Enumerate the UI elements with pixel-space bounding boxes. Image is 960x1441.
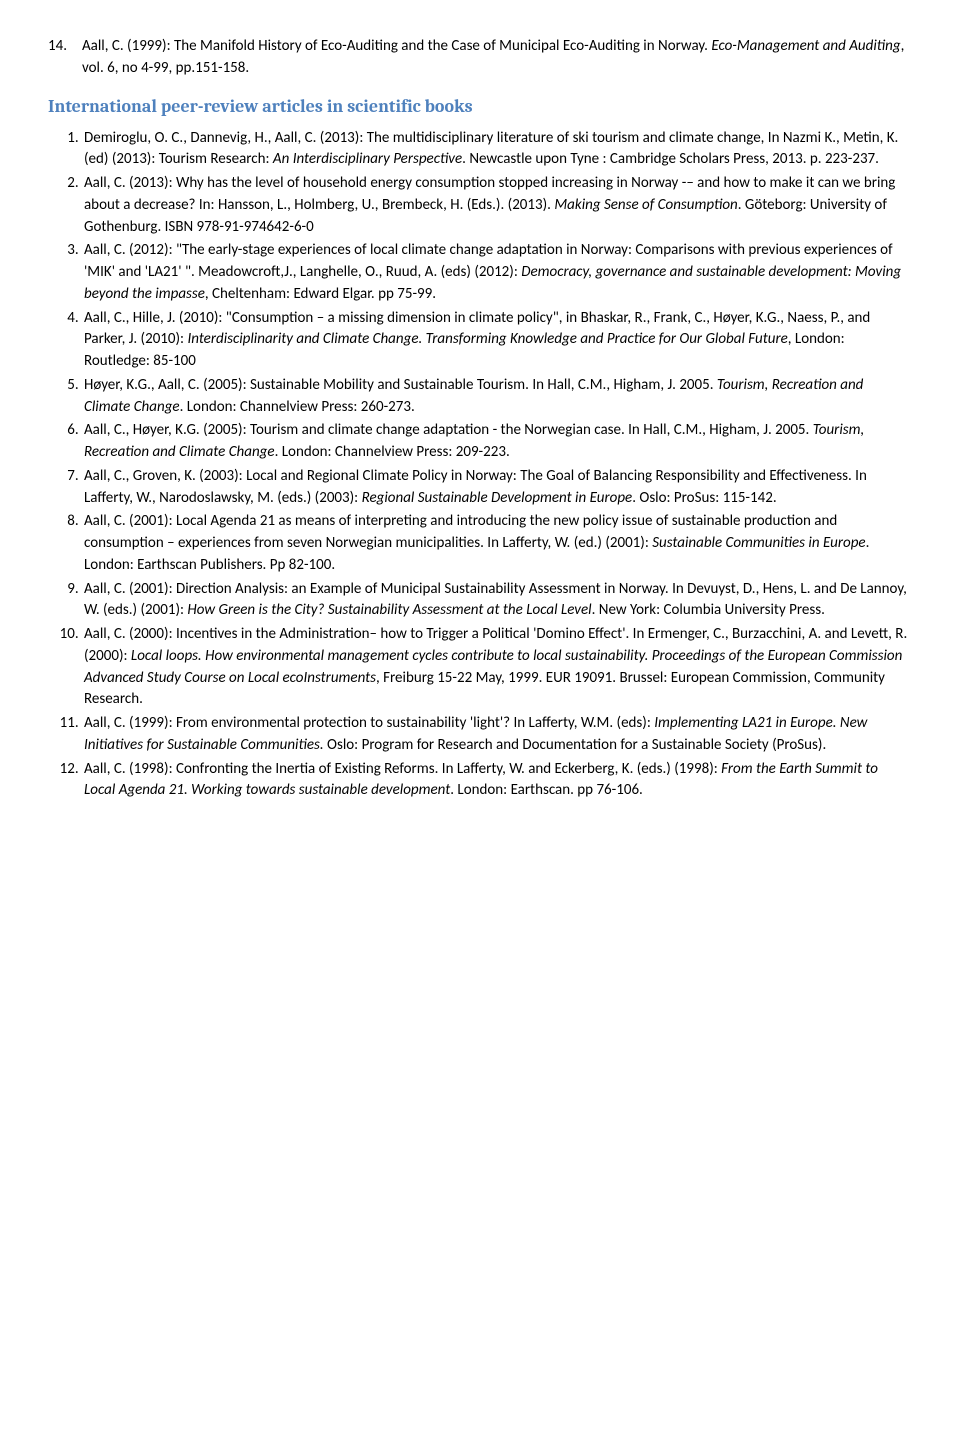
list-item: Aall, C., Groven, K. (2003): Local and R…: [82, 466, 912, 510]
list-item: Aall, C. (2000): Incentives in the Admin…: [82, 624, 912, 711]
reference-text: Aall, C. (1999): From environmental prot…: [84, 714, 867, 754]
reference-text: Aall, C. (2000): Incentives in the Admin…: [84, 625, 907, 708]
reference-text: Aall, C. (1999): The Manifold History of…: [82, 36, 912, 80]
list-item: Aall, C. (2013): Why has the level of ho…: [82, 173, 912, 238]
reference-text: Aall, C. (2001): Local Agenda 21 as mean…: [84, 512, 869, 574]
list-item: Demiroglu, O. C., Dannevig, H., Aall, C.…: [82, 128, 912, 172]
list-number: 14.: [48, 36, 82, 58]
list-item: Aall, C. (2001): Local Agenda 21 as mean…: [82, 511, 912, 576]
reference-text: Aall, C., Høyer, K.G. (2005): Tourism an…: [84, 421, 864, 461]
reference-text: Høyer, K.G., Aall, C. (2005): Sustainabl…: [84, 376, 863, 416]
reference-text: Aall, C. (2013): Why has the level of ho…: [84, 174, 895, 236]
list-item: Aall, C. (1999): From environmental prot…: [82, 713, 912, 757]
list-item: Høyer, K.G., Aall, C. (2005): Sustainabl…: [82, 375, 912, 419]
list-item: Aall, C., Hille, J. (2010): "Consumption…: [82, 308, 912, 373]
reference-text: Aall, C., Groven, K. (2003): Local and R…: [84, 467, 867, 507]
reference-text: Aall, C. (1998): Confronting the Inertia…: [84, 760, 878, 800]
reference-list: Demiroglu, O. C., Dannevig, H., Aall, C.…: [48, 128, 912, 803]
list-item: Aall, C. (1998): Confronting the Inertia…: [82, 759, 912, 803]
list-item: Aall, C., Høyer, K.G. (2005): Tourism an…: [82, 420, 912, 464]
reference-text: Aall, C. (2001): Direction Analysis: an …: [84, 580, 907, 620]
reference-text: Demiroglu, O. C., Dannevig, H., Aall, C.…: [84, 129, 898, 169]
reference-text: Aall, C., Hille, J. (2010): "Consumption…: [84, 309, 870, 371]
section-heading: International peer-review articles in sc…: [48, 94, 912, 120]
reference-text: Aall, C. (2012): "The early-stage experi…: [84, 241, 901, 303]
list-item: Aall, C. (2012): "The early-stage experi…: [82, 240, 912, 305]
prior-section-last-item: 14. Aall, C. (1999): The Manifold Histor…: [48, 36, 912, 80]
list-item: Aall, C. (2001): Direction Analysis: an …: [82, 579, 912, 623]
